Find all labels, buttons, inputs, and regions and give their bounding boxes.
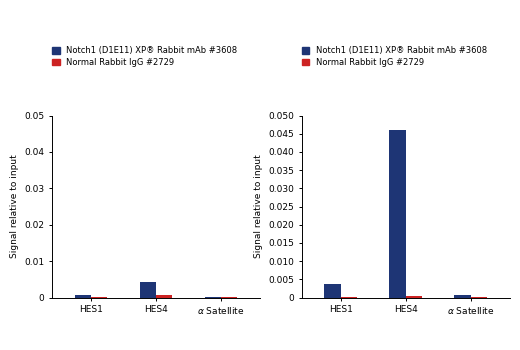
Bar <box>341 297 357 298</box>
Y-axis label: Signal relative to input: Signal relative to input <box>10 155 19 258</box>
Bar <box>406 296 422 297</box>
Bar <box>156 295 172 298</box>
Bar <box>140 282 156 298</box>
Bar <box>324 284 341 298</box>
Bar <box>91 296 107 298</box>
Legend: Notch1 (D1E11) XP® Rabbit mAb #3608, Normal Rabbit IgG #2729: Notch1 (D1E11) XP® Rabbit mAb #3608, Nor… <box>302 46 487 67</box>
Bar <box>75 295 91 298</box>
Legend: Notch1 (D1E11) XP® Rabbit mAb #3608, Normal Rabbit IgG #2729: Notch1 (D1E11) XP® Rabbit mAb #3608, Nor… <box>52 46 237 67</box>
Y-axis label: Signal relative to input: Signal relative to input <box>254 155 263 258</box>
Bar <box>389 130 406 298</box>
Bar <box>471 297 487 298</box>
Bar <box>454 295 471 298</box>
